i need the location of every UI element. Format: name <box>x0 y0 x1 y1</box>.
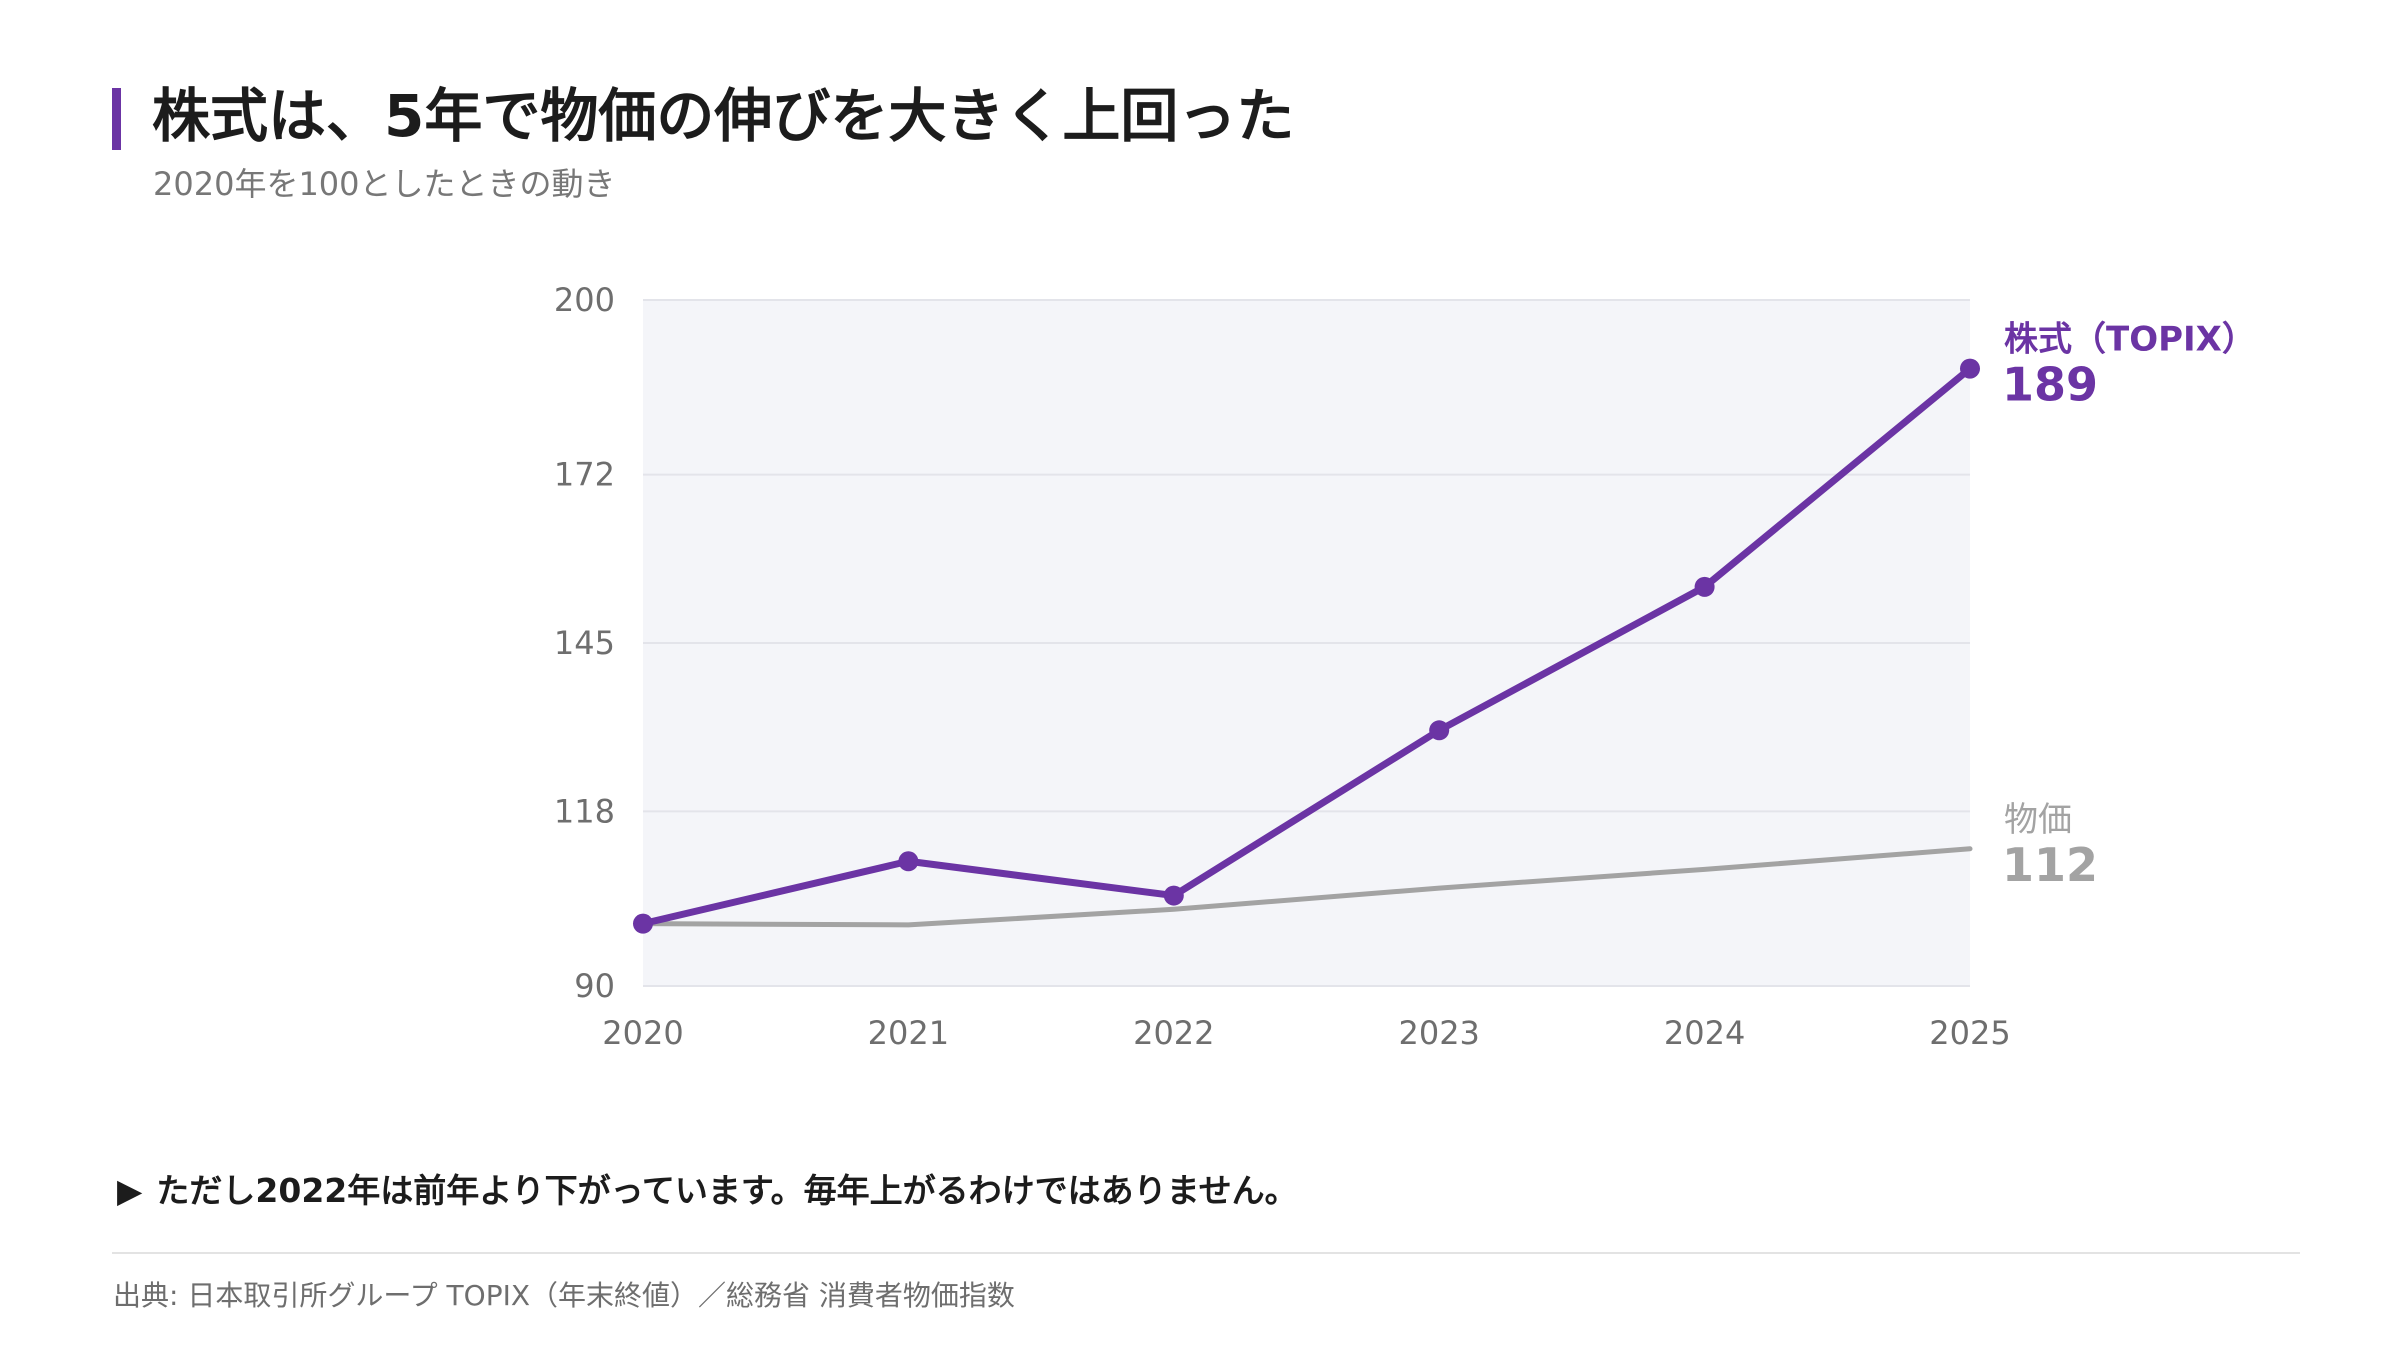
stock-data-point <box>1429 720 1450 741</box>
stock-data-point <box>1694 576 1715 597</box>
prices-series-name: 物価 <box>2004 800 2072 840</box>
stock-end-value: 189 <box>2002 358 2098 412</box>
y-axis-ticks: 90 118 145 172 200 <box>554 281 615 1005</box>
stock-data-point <box>1163 885 1184 906</box>
x-tick-label: 2020 <box>602 1014 683 1052</box>
stock-series-line <box>639 365 1974 928</box>
chart-note-text: ただし2022年は前年より下がっています。毎年上がるわけではありません。 <box>156 1171 1298 1210</box>
series-lines <box>633 358 1980 934</box>
page-title: 株式は、5年で物価の伸びを大きく上回った <box>152 82 1295 150</box>
play-triangle-icon: ▶ <box>117 1171 143 1210</box>
x-axis-ticks: 2020 2021 2022 2023 2024 2025 <box>602 1014 2010 1052</box>
page-subtitle: 2020年を100としたときの動き <box>153 165 616 203</box>
stock-data-point <box>898 851 919 872</box>
footer-divider <box>112 1252 2300 1254</box>
y-tick-label: 118 <box>554 792 615 830</box>
gridlines <box>643 299 1970 987</box>
y-tick-label: 172 <box>554 456 615 494</box>
y-tick-label: 145 <box>554 624 615 662</box>
stock-data-point <box>1960 358 1980 379</box>
stock-data-point <box>633 913 653 934</box>
x-tick-label: 2023 <box>1398 1014 1479 1052</box>
y-tick-label: 90 <box>574 967 615 1005</box>
x-tick-label: 2024 <box>1664 1014 1745 1052</box>
x-tick-label: 2025 <box>1929 1014 2010 1052</box>
title-accent-bar <box>112 88 121 150</box>
chart-note: ▶ ただし2022年は前年より下がっています。毎年上がるわけではありません。 <box>117 1168 1298 1214</box>
prices-end-value: 112 <box>2002 838 2098 892</box>
source-citation: 出典: 日本取引所グループ TOPIX（年末終値）／総務省 消費者物価指数 <box>113 1279 1015 1312</box>
stock-series-name: 株式（TOPIX） <box>2004 320 2256 360</box>
x-tick-label: 2021 <box>868 1014 949 1052</box>
prices-series-line <box>640 846 1973 928</box>
y-tick-label: 200 <box>554 281 615 319</box>
x-tick-label: 2022 <box>1133 1014 1214 1052</box>
